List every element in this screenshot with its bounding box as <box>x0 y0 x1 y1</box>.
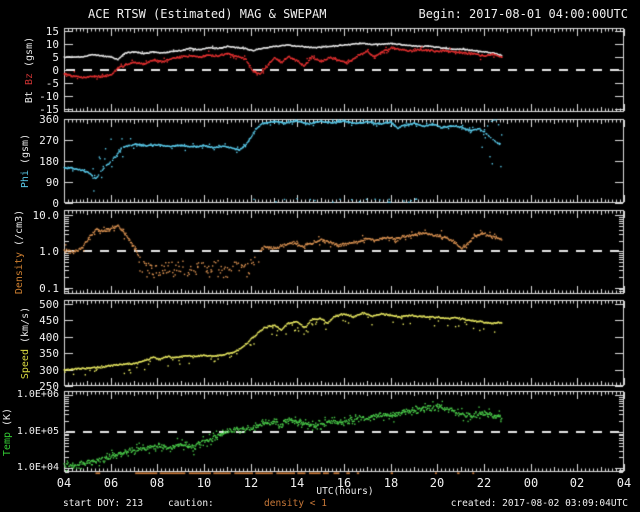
x-tick-label: 12 <box>243 476 259 490</box>
y-tick-label: 0 <box>52 64 59 77</box>
x-tick-label: 10 <box>196 476 212 490</box>
y-tick-label: 5 <box>52 51 59 64</box>
y-tick-label: 10.0 <box>32 209 60 222</box>
x-tick-label: 20 <box>429 476 445 490</box>
x-tick-label: 06 <box>103 476 119 490</box>
axis-title-part: (km/s) <box>20 306 31 350</box>
begin-timestamp: Begin: 2017-08-01 04:00:00UTC <box>418 7 628 21</box>
x-tick-label: 16 <box>336 476 352 490</box>
y-tick-label: 450 <box>39 314 59 327</box>
axis-title-part: (gsm) <box>20 133 31 171</box>
y-tick-label: -10 <box>39 90 59 103</box>
x-tick-label: 22 <box>476 476 492 490</box>
axis-title-part: Temp <box>2 431 13 456</box>
x-tick-label: 14 <box>289 476 305 490</box>
y-tick-label: 250 <box>39 380 59 393</box>
y-tick-label: 10 <box>45 38 59 51</box>
y-tick-label: 180 <box>39 155 59 168</box>
panel-axis-title-speed: Speed (km/s) <box>19 283 33 403</box>
caution-density-value: density < 1 <box>264 498 327 509</box>
y-tick-label: 15 <box>45 25 59 38</box>
y-tick-label: 360 <box>39 113 59 126</box>
y-tick-label: 1.0E+06 <box>16 389 59 400</box>
panel-axis-title-temp: Temp (K) <box>1 372 15 492</box>
y-tick-label: 0.1 <box>39 282 59 295</box>
y-tick-label: 0 <box>52 197 59 210</box>
y-tick-label: 400 <box>39 331 59 344</box>
x-tick-label: 02 <box>569 476 585 490</box>
y-tick-label: -5 <box>45 77 59 90</box>
y-tick-label: 90 <box>45 176 59 189</box>
axis-title-part: (/cm3) <box>14 209 25 252</box>
start-doy-label: start DOY: 213 <box>63 498 144 509</box>
page-title: ACE RTSW (Estimated) MAG & SWEPAM <box>88 7 327 21</box>
axis-title-part: (K) <box>2 407 13 432</box>
x-tick-label: 00 <box>523 476 539 490</box>
axis-title-part: Bz <box>24 73 35 92</box>
axis-title-part: (gsm) <box>24 36 35 74</box>
x-axis-title: UTC(hours) <box>316 486 374 497</box>
y-tick-label: 1.0E+05 <box>16 426 59 437</box>
y-tick-label: 500 <box>39 298 59 311</box>
y-tick-label: 1.0E+04 <box>16 462 59 473</box>
y-tick-label: 1.0 <box>39 245 59 258</box>
created-timestamp: created: 2017-08-02 03:09:04UTC <box>450 498 628 509</box>
x-tick-label: 18 <box>383 476 399 490</box>
y-tick-label: 300 <box>39 364 59 377</box>
x-tick-label: 04 <box>616 476 632 490</box>
axis-title-part: Phi <box>20 170 31 189</box>
x-tick-label: 04 <box>56 476 72 490</box>
caution-label: caution: <box>168 498 214 509</box>
x-tick-label: 08 <box>149 476 165 490</box>
y-tick-label: 270 <box>39 134 59 147</box>
y-tick-label: -15 <box>39 103 59 116</box>
y-tick-label: 350 <box>39 347 59 360</box>
axis-title-part: Speed <box>20 349 31 380</box>
